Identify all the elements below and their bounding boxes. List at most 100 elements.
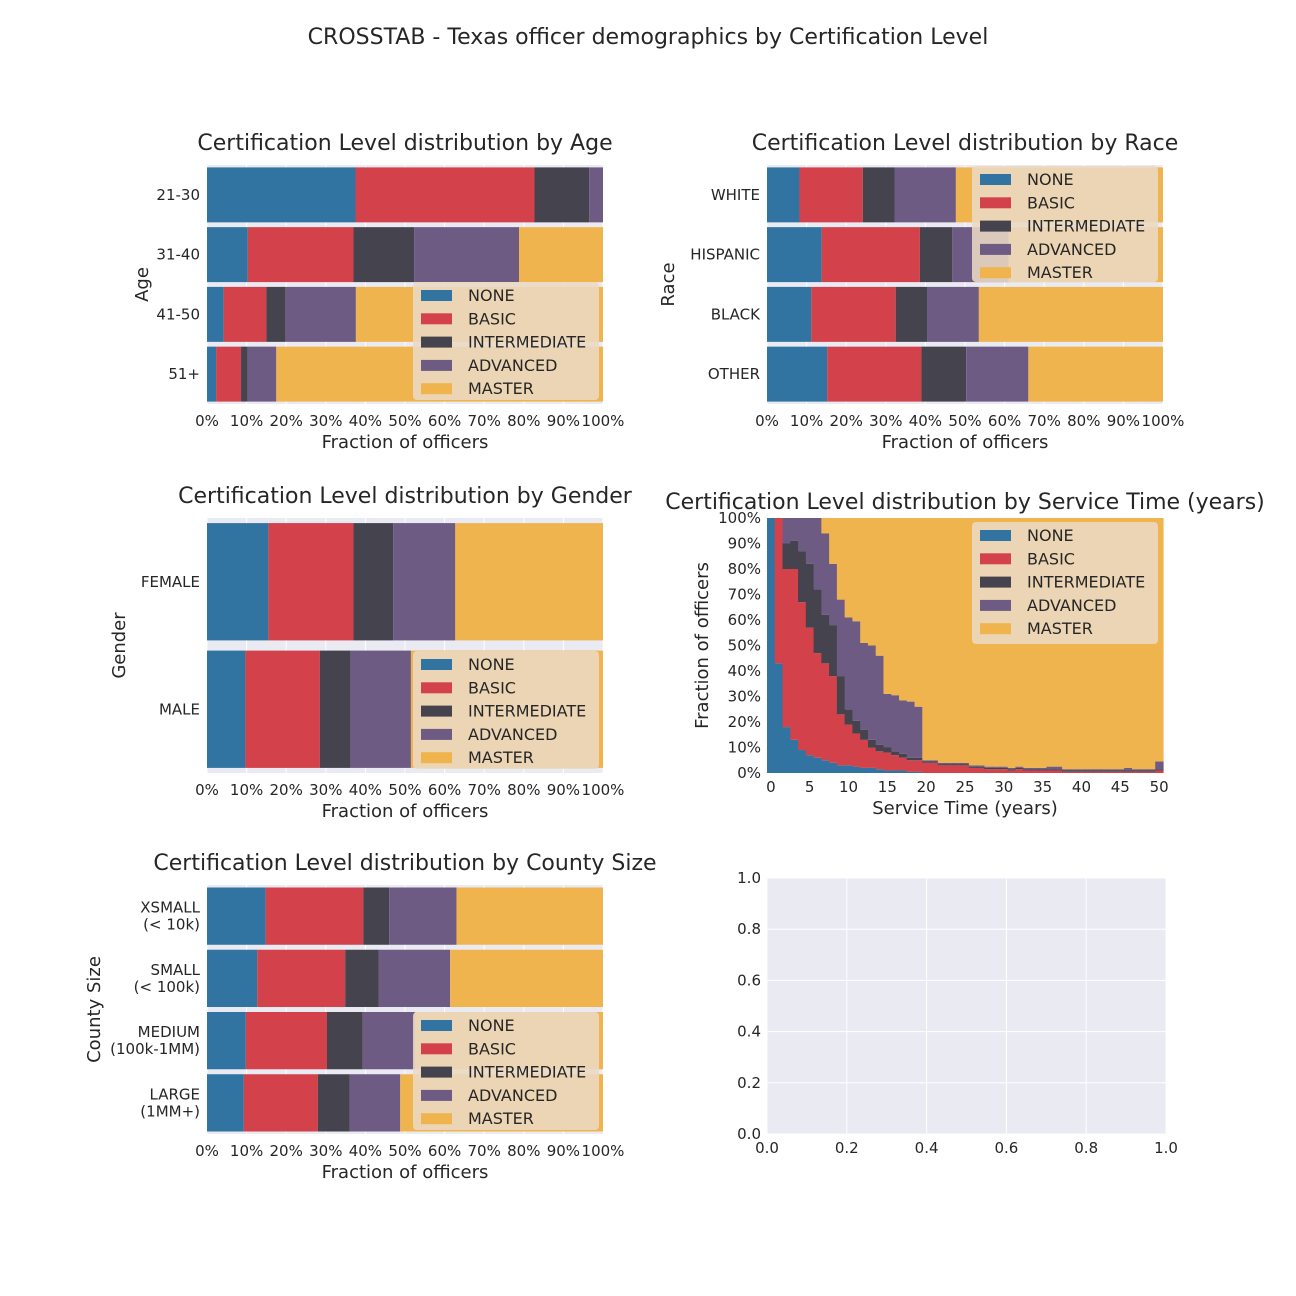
area-advanced-x26 [968, 765, 978, 767]
x-tick-label: 40% [349, 1142, 382, 1160]
area-none-x15 [883, 770, 892, 773]
x-tick-label: 70% [1028, 412, 1061, 430]
y-tick-label: 60% [728, 611, 761, 629]
legend: NONE BASIC INTERMEDIATE ADVANCED MASTER [413, 1012, 599, 1130]
subplot-title: Certification Level distribution by Race [752, 131, 1179, 156]
area-advanced-x50 [1155, 761, 1164, 770]
area-master-x25 [961, 518, 970, 763]
area-basic-x30 [999, 769, 1009, 773]
area-master-x13 [867, 518, 877, 646]
legend-swatch-none [421, 290, 452, 301]
x-tick-label: 20% [270, 1142, 303, 1160]
legend-swatch-intermediate [421, 336, 452, 348]
x-tick-label: 0 [766, 778, 776, 796]
area-intermediate-x11 [852, 720, 861, 734]
area-none-x7 [821, 760, 830, 773]
area-advanced-x3 [790, 518, 799, 541]
x-tick-label: 50 [1150, 778, 1169, 796]
x-tick-label: 0.2 [835, 1139, 859, 1157]
area-master-x19 [914, 518, 923, 707]
legend-swatch-none [421, 659, 452, 670]
area-basic-x4 [798, 602, 807, 751]
legend-swatch-basic [421, 682, 452, 694]
x-tick-label: 40% [909, 412, 942, 430]
x-tick-label: 0% [195, 412, 219, 430]
area-none-x18 [906, 771, 916, 773]
bar-master-31-40 [519, 227, 603, 283]
area-intermediate-x30 [999, 767, 1009, 770]
area-advanced-x31 [1007, 767, 1017, 770]
legend-frame [972, 166, 1158, 282]
y-tick-label: 31-40 [156, 246, 200, 264]
area-master-x15 [883, 518, 892, 694]
area-master-x10 [844, 518, 854, 618]
y-tick-label: HISPANIC [690, 246, 760, 264]
x-tick-label: 50% [948, 412, 981, 430]
area-basic-x25 [961, 765, 970, 773]
area-intermediate-x41 [1085, 770, 1094, 772]
bar-none-white [767, 167, 800, 223]
area-intermediate-x8 [829, 625, 838, 677]
area-advanced-x36 [1046, 766, 1055, 770]
area-basic-x21 [930, 762, 939, 773]
area-advanced-x25 [961, 762, 970, 765]
bar-intermediate-large-1mm [317, 1074, 350, 1132]
x-tick-label: 80% [507, 1142, 540, 1160]
x-tick-label: 60% [428, 412, 461, 430]
subplot-race: WHITE HISPANIC BLACK OTHER 0% 10% 20% 30% 40% 50%… [658, 131, 1184, 453]
area-advanced-x35 [1038, 767, 1048, 770]
x-tick-label: 80% [507, 412, 540, 430]
x-tick-label: 100% [1142, 412, 1185, 430]
legend-label-basic: BASIC [1027, 193, 1075, 212]
area-master-x8 [829, 518, 838, 564]
area-intermediate-x22 [937, 764, 947, 766]
area-intermediate-x15 [883, 747, 892, 753]
x-tick-label: 10 [839, 778, 858, 796]
area-basic-x41 [1085, 771, 1094, 773]
area-master-x20 [922, 518, 931, 761]
area-advanced-x29 [992, 766, 1001, 768]
area-none-x12 [860, 767, 869, 773]
legend-swatch-advanced [421, 359, 452, 371]
x-tick-label: 20% [270, 412, 303, 430]
bar-basic-white [799, 167, 863, 223]
legend-label-none: NONE [1027, 526, 1074, 545]
area-intermediate-x27 [976, 766, 986, 768]
area-none-x0 [767, 518, 776, 773]
x-tick-label: 30% [869, 412, 902, 430]
x-tick-label: 70% [468, 1142, 501, 1160]
area-basic-x20 [922, 762, 931, 773]
area-basic-x17 [899, 757, 908, 771]
legend-swatch-intermediate [980, 576, 1011, 588]
legend-swatch-none [980, 530, 1011, 541]
area-master-x7 [821, 518, 830, 534]
legend-swatch-advanced [421, 1089, 452, 1101]
area-basic-x42 [1093, 771, 1102, 773]
subplot-service-time: 0 5 10 15 20 25 30 35 40 45 50 0% 10% 20% 30% 40% 50% 60%… [665, 490, 1265, 819]
bar-basic-small-100k [257, 949, 346, 1008]
bar-intermediate-xsmall-10k [363, 887, 390, 945]
subplot-age: 21-30 31-40 41-50 51+ 0% 10% 20% 30% 40% 50% 60% 70… [132, 131, 624, 453]
area-intermediate-x48 [1139, 770, 1149, 772]
legend-label-advanced: ADVANCED [468, 356, 557, 375]
legend-label-master: MASTER [1027, 263, 1093, 282]
legend-swatch-basic [421, 1043, 452, 1055]
area-basic-x39 [1069, 771, 1079, 773]
bar-intermediate-medium-100k-1mm [326, 1011, 363, 1070]
area-basic-x11 [852, 733, 861, 767]
x-tick-label: 0.6 [994, 1139, 1018, 1157]
bar-advanced-other [966, 346, 1029, 402]
area-basic-x24 [953, 765, 962, 773]
legend-label-basic: BASIC [468, 678, 516, 697]
area-master-x11 [852, 518, 861, 622]
y-tick-label: 0.0 [737, 1125, 761, 1143]
area-intermediate-x14 [875, 744, 885, 752]
area-master-x22 [937, 518, 947, 763]
legend-label-none: NONE [468, 1016, 515, 1035]
bar-advanced-small-100k [378, 949, 451, 1008]
legend-label-advanced: ADVANCED [468, 725, 557, 744]
area-basic-x18 [906, 760, 916, 772]
area-intermediate-x6 [813, 589, 822, 654]
legend-label-none: NONE [468, 286, 515, 305]
area-advanced-x19 [914, 706, 923, 758]
